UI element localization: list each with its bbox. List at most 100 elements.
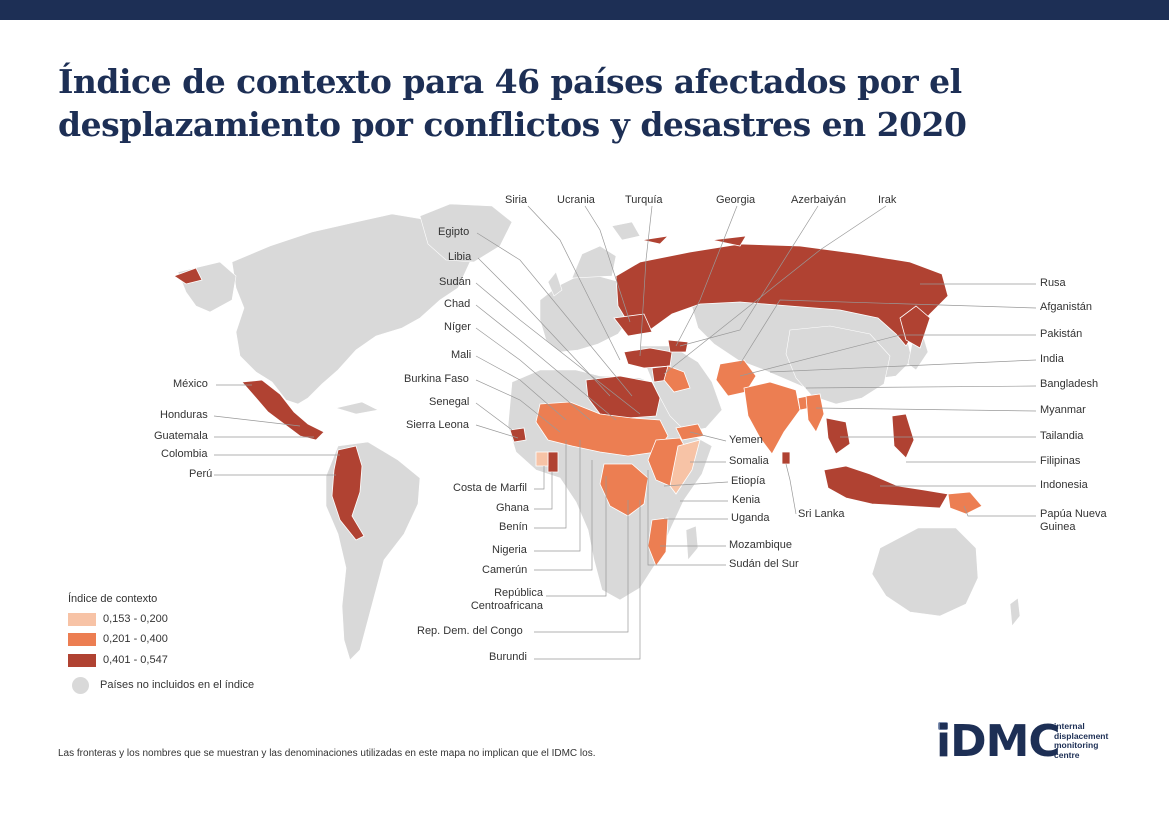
leader-line xyxy=(475,402,513,431)
leader-line xyxy=(475,304,617,421)
legend-not-included-label: Países no incluidos en el índice xyxy=(100,679,255,691)
label-egypt: Egipto xyxy=(438,226,470,238)
antarctic-islands-land xyxy=(611,221,641,241)
label-bangladesh: Bangladesh xyxy=(1040,378,1099,390)
png-region xyxy=(947,491,983,515)
colombia-peru-region xyxy=(331,445,365,541)
ghana-region xyxy=(547,451,559,473)
cuba-land xyxy=(334,401,379,415)
leader-line xyxy=(475,282,641,415)
alaska-land xyxy=(177,261,237,313)
caucasus-region xyxy=(667,339,689,353)
label-burkina-faso: Burkina Faso xyxy=(404,373,469,385)
india-region xyxy=(743,381,801,455)
west-africa-region xyxy=(509,427,527,443)
turkey-region xyxy=(623,347,673,369)
idmc-logo: iDMC internal displacement monitoring ce… xyxy=(936,720,1126,766)
leader-line xyxy=(527,205,621,361)
label-benin: Benín xyxy=(499,521,528,533)
disclaimer-text: Las fronteras y los nombres que se muest… xyxy=(58,748,596,759)
label-colombia: Colombia xyxy=(161,448,208,460)
china-land xyxy=(785,325,891,405)
leader-line xyxy=(475,355,567,421)
leader-line xyxy=(647,470,726,566)
leader-line xyxy=(213,415,301,427)
madagascar-land xyxy=(685,525,699,561)
label-nigeria: Nigeria xyxy=(492,544,527,556)
label-chad: Chad xyxy=(444,298,471,310)
header-bar xyxy=(0,0,1169,20)
leader-line xyxy=(785,463,797,515)
label-iraq: Irak xyxy=(878,194,897,206)
label-syria: Siria xyxy=(505,194,528,206)
mexico-central-america-region xyxy=(241,379,325,441)
label-mali: Mali xyxy=(451,349,472,361)
mozambique-region xyxy=(647,517,669,567)
leader-line xyxy=(477,257,611,397)
logo-line-1: internal xyxy=(1054,721,1085,731)
logo-line-2: displacement xyxy=(1054,730,1109,741)
legend-not-included-dot xyxy=(72,677,89,694)
myanmar-region xyxy=(805,393,825,433)
label-mexico: México xyxy=(173,378,208,390)
leader-line xyxy=(675,205,738,347)
leader-line xyxy=(534,440,581,552)
label-central-african-republic: República Centroafricana xyxy=(470,587,543,612)
label-papua-new-guinea: Papúa Nueva Guinea xyxy=(1040,508,1107,533)
greenland-land xyxy=(419,203,513,263)
label-honduras: Honduras xyxy=(160,409,208,421)
legend-label-high: 0,401 - 0,547 xyxy=(103,654,168,666)
label-indonesia: Indonesia xyxy=(1040,479,1088,491)
central-africa-region xyxy=(599,463,649,517)
leader-line xyxy=(476,232,633,397)
label-senegal: Senegal xyxy=(429,396,470,408)
legend-swatch-low xyxy=(68,613,96,626)
label-ukraine: Ucrania xyxy=(557,194,595,206)
leader-line xyxy=(739,334,1036,377)
label-mozambique: Mozambique xyxy=(729,539,792,551)
label-afghanistan: Afganistán xyxy=(1040,301,1092,313)
page-title: Índice de contexto para 46 países afecta… xyxy=(58,62,967,144)
label-philippines: Filipinas xyxy=(1040,455,1081,467)
label-libya: Libia xyxy=(448,251,472,263)
label-burundi: Burundi xyxy=(489,651,527,663)
sri-lanka-region xyxy=(781,451,791,465)
logo-subtitle: internal displacement monitoring centre xyxy=(1054,721,1109,760)
north-america-land xyxy=(231,213,471,405)
leader-line xyxy=(739,299,1037,365)
new-zealand-land xyxy=(1009,597,1021,627)
leader-line xyxy=(815,407,1037,412)
alaska-highlight-region xyxy=(173,267,203,285)
leader-line xyxy=(805,385,1037,389)
legend-label-mid: 0,201 - 0,400 xyxy=(103,633,168,645)
label-thailand: Tailandia xyxy=(1040,430,1084,442)
logo-mark: iDMC xyxy=(936,716,1061,767)
philippines-region xyxy=(891,413,915,459)
legend-label-low: 0,153 - 0,200 xyxy=(103,613,168,625)
label-india: India xyxy=(1040,353,1064,365)
leader-line xyxy=(534,440,567,529)
leader-line xyxy=(534,460,593,571)
legend-title: Índice de contexto xyxy=(68,593,158,605)
ivory-coast-region xyxy=(535,451,549,467)
logo-line-4: centre xyxy=(1054,749,1080,760)
logo-accent-icon xyxy=(938,722,948,730)
leader-line xyxy=(475,424,519,439)
label-sudan: Sudán xyxy=(439,276,471,288)
label-peru: Perú xyxy=(189,468,213,480)
leader-line xyxy=(639,205,653,357)
leader-line xyxy=(663,481,729,487)
label-drc: Rep. Dem. del Congo xyxy=(417,625,523,637)
leader-line xyxy=(584,205,631,323)
label-south-sudan: Sudán del Sur xyxy=(729,558,799,570)
legend-swatch-high xyxy=(68,654,96,667)
label-sierra-leone: Sierra Leona xyxy=(406,419,469,431)
label-kenya: Kenia xyxy=(732,494,761,506)
uk-land xyxy=(547,271,563,297)
label-turkey: Turquía xyxy=(625,194,663,206)
russia-region xyxy=(615,243,949,347)
leader-line xyxy=(689,431,727,442)
leader-line xyxy=(963,505,1036,517)
leader-line xyxy=(679,205,819,347)
